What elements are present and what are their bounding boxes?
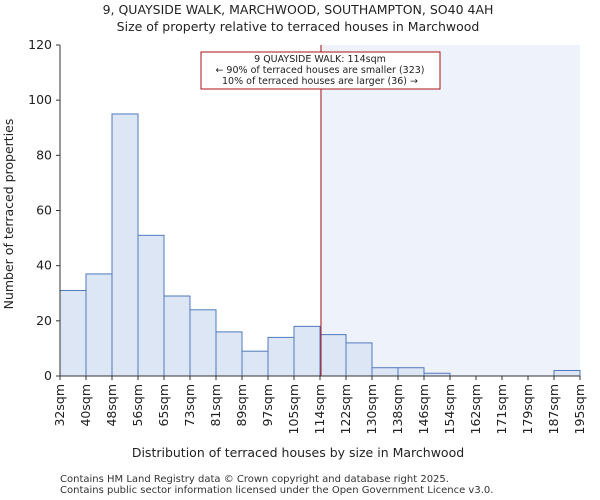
footer-attribution-1: Contains HM Land Registry data © Crown c…	[60, 474, 449, 485]
x-tick-label: 65sqm	[156, 384, 171, 427]
bar-81sqm	[215, 331, 243, 377]
x-tick-label: 138sqm	[390, 384, 405, 434]
y-axis-label: Number of terraced properties	[1, 119, 16, 310]
y-tick-label: 40	[36, 258, 52, 273]
annotation-border	[200, 51, 441, 90]
x-tick-label: 81sqm	[208, 384, 223, 427]
x-tick-label: 179sqm	[520, 384, 535, 434]
annotation-line-2: ← 90% of terraced houses are smaller (32…	[215, 65, 424, 76]
plot-area: 0 20 40 60 80 100 120 32sqm 40sqm 48sqm 56sqm 65sqm…	[28, 37, 587, 434]
chart-title: 9, QUAYSIDE WALK, MARCHWOOD, SOUTHAMPTON…	[103, 2, 494, 17]
y-tick-label: 20	[36, 313, 52, 328]
bar-114sqm	[319, 334, 347, 377]
x-tick-label: 154sqm	[442, 384, 457, 434]
bar-122sqm	[345, 342, 373, 377]
x-tick-label: 105sqm	[286, 384, 301, 434]
footer-attribution-2: Contains public sector information licen…	[60, 485, 494, 496]
x-tick-label: 130sqm	[364, 384, 379, 434]
x-tick-label: 195sqm	[572, 384, 587, 434]
chart-subtitle: Size of property relative to terraced ho…	[117, 19, 480, 34]
x-tick-label: 122sqm	[338, 384, 353, 434]
x-axis-label: Distribution of terraced houses by size …	[132, 445, 464, 460]
bar-105sqm	[293, 325, 321, 377]
highlight-region	[320, 45, 580, 376]
y-tick-label: 60	[36, 203, 52, 218]
x-tick-label: 187sqm	[546, 384, 561, 434]
annotation-box: 9 QUAYSIDE WALK: 114sqm ← 90% of terrace…	[200, 51, 441, 90]
x-tick-label: 73sqm	[182, 384, 197, 427]
bar-48sqm	[111, 113, 139, 377]
x-tick-label: 97sqm	[260, 384, 275, 427]
annotation-line-3: 10% of terraced houses are larger (36) →	[222, 76, 418, 87]
bar-138sqm	[397, 367, 425, 377]
x-tick-label: 56sqm	[130, 384, 145, 427]
bar-97sqm	[267, 336, 295, 377]
x-tick-label: 162sqm	[468, 384, 483, 434]
bar-40sqm	[85, 273, 113, 377]
bar-89sqm	[241, 350, 269, 377]
y-tick-label: 0	[44, 368, 52, 383]
x-tick-label: 40sqm	[78, 384, 93, 427]
y-tick-label: 80	[36, 147, 52, 162]
bar-187sqm	[553, 369, 581, 377]
bar-130sqm	[371, 367, 399, 377]
histogram-chart: 9, QUAYSIDE WALK, MARCHWOOD, SOUTHAMPTON…	[1, 2, 587, 460]
x-tick-label: 114sqm	[312, 384, 327, 434]
x-tick-label: 48sqm	[104, 384, 119, 427]
x-tick-label: 89sqm	[234, 384, 249, 427]
annotation-line-1: 9 QUAYSIDE WALK: 114sqm	[254, 54, 386, 65]
y-tick-label: 120	[28, 37, 52, 52]
bar-56sqm	[137, 234, 165, 377]
bar-65sqm	[163, 295, 191, 377]
x-tick-label: 146sqm	[416, 384, 431, 434]
bar-73sqm	[189, 309, 217, 377]
y-tick-label: 100	[28, 92, 52, 107]
bar-32sqm	[59, 289, 87, 377]
x-tick-label: 171sqm	[494, 384, 509, 434]
x-tick-label: 32sqm	[52, 384, 67, 427]
